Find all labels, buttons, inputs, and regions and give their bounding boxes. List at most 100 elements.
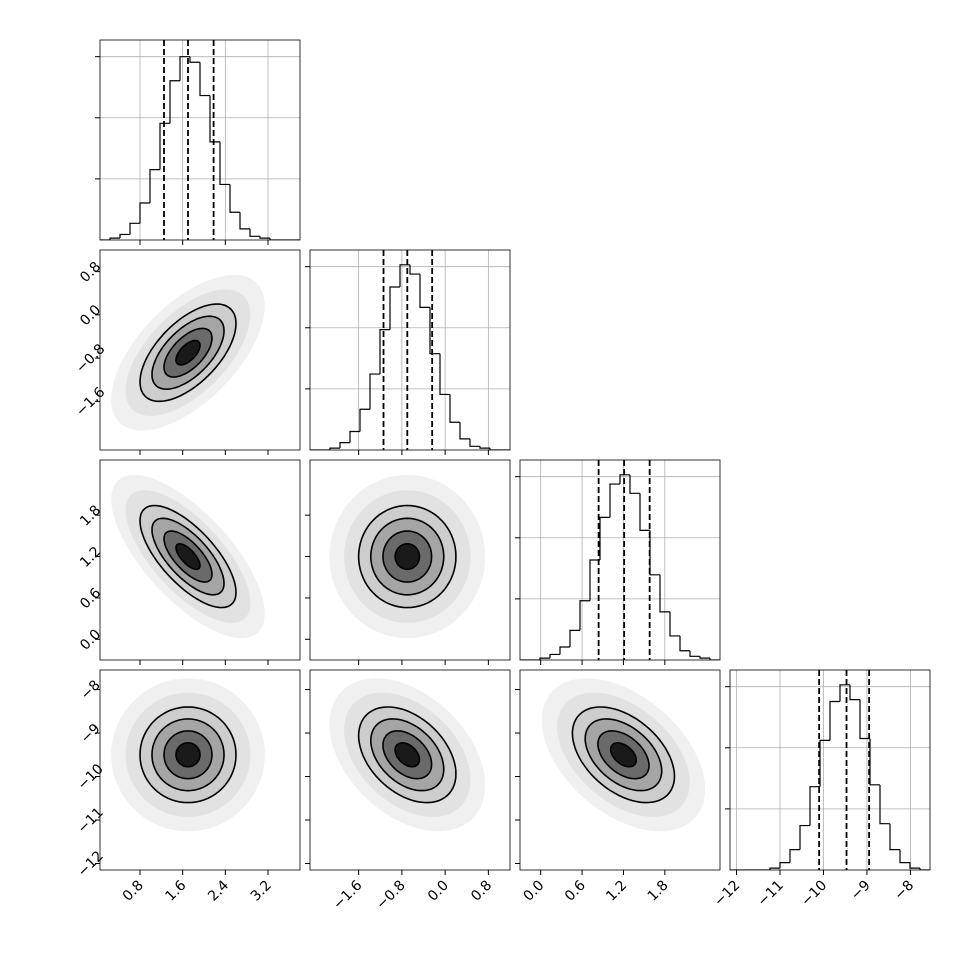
histogram-step	[629, 474, 640, 494]
panel-frame	[99, 39, 301, 241]
histogram-step	[239, 212, 250, 230]
histogram-step	[919, 868, 930, 870]
x-tick-label: 0.8	[120, 878, 147, 905]
histogram-step	[879, 784, 890, 825]
contour	[369, 517, 445, 596]
contour	[357, 706, 457, 804]
x-tick-label: 1.2	[603, 878, 630, 905]
x-tick-label: −0.8	[373, 878, 408, 913]
panel-frame	[309, 249, 511, 451]
contour	[597, 730, 650, 780]
histogram-step	[799, 824, 810, 850]
y-tick-label: −11	[75, 805, 107, 837]
panel	[541, 678, 706, 832]
histogram-step	[459, 422, 470, 440]
contour	[151, 315, 225, 391]
histogram-step	[819, 739, 830, 787]
histogram-step	[109, 237, 120, 240]
x-tick-label: 3.2	[248, 878, 275, 905]
histogram-step	[429, 307, 440, 355]
histogram-step	[389, 286, 400, 330]
histogram-step	[449, 394, 460, 423]
histogram-step	[149, 169, 160, 203]
contour	[394, 543, 421, 571]
histogram-step	[769, 867, 780, 870]
histogram-step	[579, 600, 590, 631]
histogram-step	[369, 373, 380, 410]
histogram-step	[839, 684, 850, 702]
contour	[175, 741, 201, 768]
panel	[520, 460, 720, 660]
histogram-step	[199, 62, 210, 97]
panel	[111, 274, 265, 431]
histogram-step	[669, 611, 680, 637]
histogram-step	[119, 233, 130, 239]
histogram-step	[209, 95, 220, 143]
panel-frame	[519, 459, 721, 661]
histogram-step	[599, 516, 610, 560]
histogram-step	[379, 329, 390, 375]
histogram-step	[439, 353, 450, 396]
histogram-step	[689, 650, 700, 657]
panel-frame	[99, 459, 301, 661]
x-tick-label: 0.0	[425, 878, 452, 905]
contour	[151, 718, 225, 792]
histogram-step	[489, 448, 500, 450]
histogram-step	[359, 408, 370, 432]
histogram-step	[809, 786, 820, 826]
panel	[111, 678, 265, 832]
histogram-step	[619, 474, 630, 485]
density-fill	[176, 340, 200, 365]
y-tick-label: −12	[75, 848, 107, 880]
histogram-step	[779, 861, 790, 869]
histogram-step	[859, 699, 870, 740]
histogram-step	[589, 559, 600, 601]
x-tick-label: 0.8	[468, 878, 495, 905]
panel-frame	[309, 459, 511, 661]
histogram-step	[349, 430, 360, 443]
histogram-step	[699, 656, 710, 659]
histogram-step	[549, 653, 560, 659]
histogram-step	[139, 202, 150, 224]
panel-frame	[729, 669, 931, 871]
histogram-step	[649, 530, 660, 576]
panel	[111, 474, 265, 639]
x-tick-label: 2.4	[205, 877, 232, 904]
histogram-step	[609, 483, 620, 518]
density-fill	[176, 742, 200, 767]
x-tick-label: −8	[891, 878, 917, 904]
panel	[329, 474, 486, 639]
contour	[175, 339, 201, 366]
density-fill	[395, 543, 420, 570]
histogram-step	[419, 274, 430, 309]
contour	[382, 530, 433, 583]
histogram-step	[869, 738, 880, 786]
histogram-step	[829, 700, 840, 741]
contour	[394, 742, 421, 768]
y-tick-label: −10	[75, 761, 107, 793]
histogram-step	[909, 862, 920, 869]
histogram-step	[329, 447, 340, 450]
contour	[163, 327, 213, 378]
density-fill	[176, 543, 200, 570]
histogram-step	[679, 635, 690, 652]
x-tick-label: 0.6	[562, 877, 589, 904]
panel-frame	[99, 669, 301, 871]
x-tick-label: −10	[798, 878, 830, 910]
histogram-step	[229, 184, 240, 213]
contour	[163, 730, 213, 780]
x-tick-label: −9	[848, 878, 874, 904]
x-tick-label: −1.6	[330, 877, 365, 912]
histogram-step	[709, 658, 720, 660]
contour	[571, 706, 676, 804]
y-tick-label: −1.6	[73, 384, 108, 419]
x-tick-label: −11	[755, 878, 787, 910]
y-tick-label: −0.8	[73, 341, 108, 376]
histogram-step	[789, 849, 800, 863]
histogram-step	[639, 493, 650, 531]
histogram-step	[249, 228, 260, 237]
panel-frame	[519, 669, 721, 871]
histogram-step	[409, 264, 420, 275]
contour	[175, 543, 201, 571]
